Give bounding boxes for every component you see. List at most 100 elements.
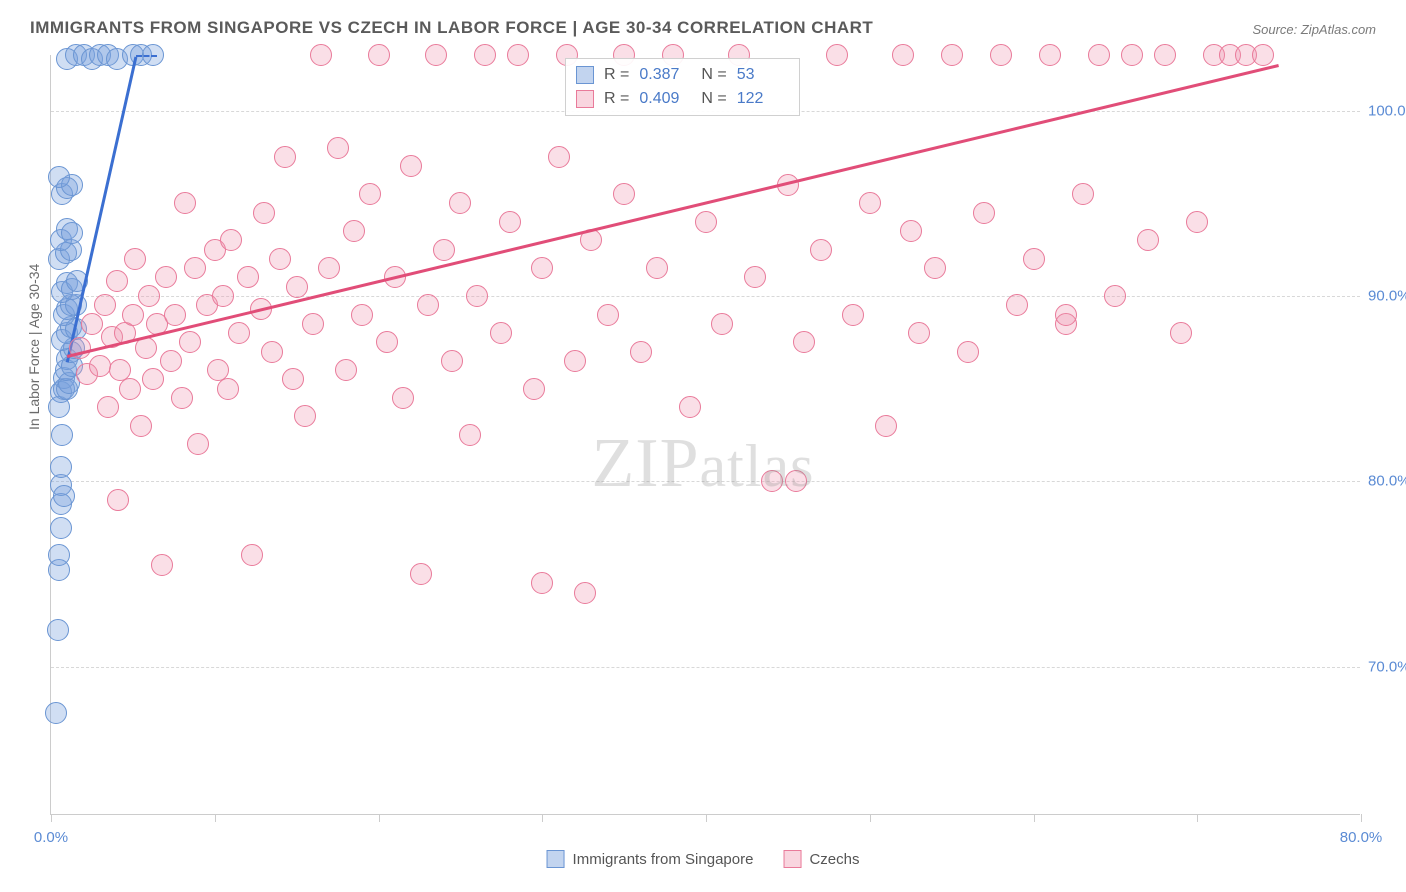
- data-point: [392, 387, 414, 409]
- data-point: [646, 257, 668, 279]
- data-point: [474, 44, 496, 66]
- data-point: [957, 341, 979, 363]
- data-point: [410, 563, 432, 585]
- gridline: [51, 481, 1360, 482]
- data-point: [826, 44, 848, 66]
- data-point: [302, 313, 324, 335]
- data-point: [1170, 322, 1192, 344]
- x-tick-label: 0.0%: [34, 829, 68, 846]
- x-tick-label: 80.0%: [1340, 829, 1383, 846]
- legend-item-czech: Czechs: [783, 850, 859, 868]
- data-point: [490, 322, 512, 344]
- data-point: [286, 276, 308, 298]
- stats-box: R =0.387N =53R =0.409N =122: [565, 58, 800, 116]
- data-point: [212, 285, 234, 307]
- data-point: [400, 155, 422, 177]
- data-point: [679, 396, 701, 418]
- data-point: [574, 582, 596, 604]
- data-point: [253, 202, 275, 224]
- data-point: [47, 619, 69, 641]
- data-point: [1055, 304, 1077, 326]
- data-point: [1104, 285, 1126, 307]
- x-tick: [379, 814, 380, 822]
- data-point: [459, 424, 481, 446]
- data-point: [1088, 44, 1110, 66]
- x-tick: [215, 814, 216, 822]
- data-point: [908, 322, 930, 344]
- data-point: [48, 544, 70, 566]
- data-point: [282, 368, 304, 390]
- stat-r-value: 0.409: [639, 90, 691, 108]
- data-point: [124, 248, 146, 270]
- data-point: [237, 266, 259, 288]
- x-tick: [870, 814, 871, 822]
- data-point: [441, 350, 463, 372]
- stat-n-label: N =: [701, 90, 726, 108]
- square-icon: [547, 850, 565, 868]
- stat-r-value: 0.387: [639, 66, 691, 84]
- data-point: [368, 44, 390, 66]
- data-point: [335, 359, 357, 381]
- x-tick: [1034, 814, 1035, 822]
- data-point: [507, 44, 529, 66]
- data-point: [564, 350, 586, 372]
- data-point: [50, 517, 72, 539]
- data-point: [228, 322, 250, 344]
- data-point: [164, 304, 186, 326]
- data-point: [107, 489, 129, 511]
- data-point: [45, 702, 67, 724]
- data-point: [89, 355, 111, 377]
- data-point: [160, 350, 182, 372]
- data-point: [973, 202, 995, 224]
- data-point: [294, 405, 316, 427]
- legend-label: Czechs: [809, 851, 859, 868]
- y-axis-label: In Labor Force | Age 30-34: [26, 264, 42, 430]
- data-point: [548, 146, 570, 168]
- data-point: [97, 396, 119, 418]
- square-icon: [576, 66, 594, 84]
- stats-row: R =0.409N =122: [576, 87, 789, 111]
- data-point: [597, 304, 619, 326]
- data-point: [261, 341, 283, 363]
- data-point: [810, 239, 832, 261]
- data-point: [310, 44, 332, 66]
- square-icon: [783, 850, 801, 868]
- data-point: [842, 304, 864, 326]
- data-point: [859, 192, 881, 214]
- data-point: [122, 304, 144, 326]
- gridline: [51, 667, 1360, 668]
- data-point: [499, 211, 521, 233]
- data-point: [924, 257, 946, 279]
- y-tick-label: 80.0%: [1368, 473, 1406, 490]
- y-tick-label: 100.0%: [1368, 102, 1406, 119]
- data-point: [417, 294, 439, 316]
- data-point: [793, 331, 815, 353]
- data-point: [106, 270, 128, 292]
- stat-r-label: R =: [604, 66, 629, 84]
- data-point: [875, 415, 897, 437]
- data-point: [761, 470, 783, 492]
- stat-n-label: N =: [701, 66, 726, 84]
- data-point: [630, 341, 652, 363]
- data-point: [50, 456, 72, 478]
- data-point: [892, 44, 914, 66]
- x-tick: [1361, 814, 1362, 822]
- data-point: [48, 166, 70, 188]
- data-point: [613, 183, 635, 205]
- data-point: [351, 304, 373, 326]
- data-point: [1072, 183, 1094, 205]
- data-point: [174, 192, 196, 214]
- data-point: [711, 313, 733, 335]
- data-point: [138, 285, 160, 307]
- data-point: [785, 470, 807, 492]
- data-point: [900, 220, 922, 242]
- x-tick: [542, 814, 543, 822]
- bottom-legend: Immigrants from Singapore Czechs: [547, 850, 860, 868]
- legend-label: Immigrants from Singapore: [573, 851, 754, 868]
- x-tick: [1197, 814, 1198, 822]
- data-point: [155, 266, 177, 288]
- data-point: [343, 220, 365, 242]
- data-point: [1137, 229, 1159, 251]
- data-point: [1023, 248, 1045, 270]
- data-point: [531, 257, 553, 279]
